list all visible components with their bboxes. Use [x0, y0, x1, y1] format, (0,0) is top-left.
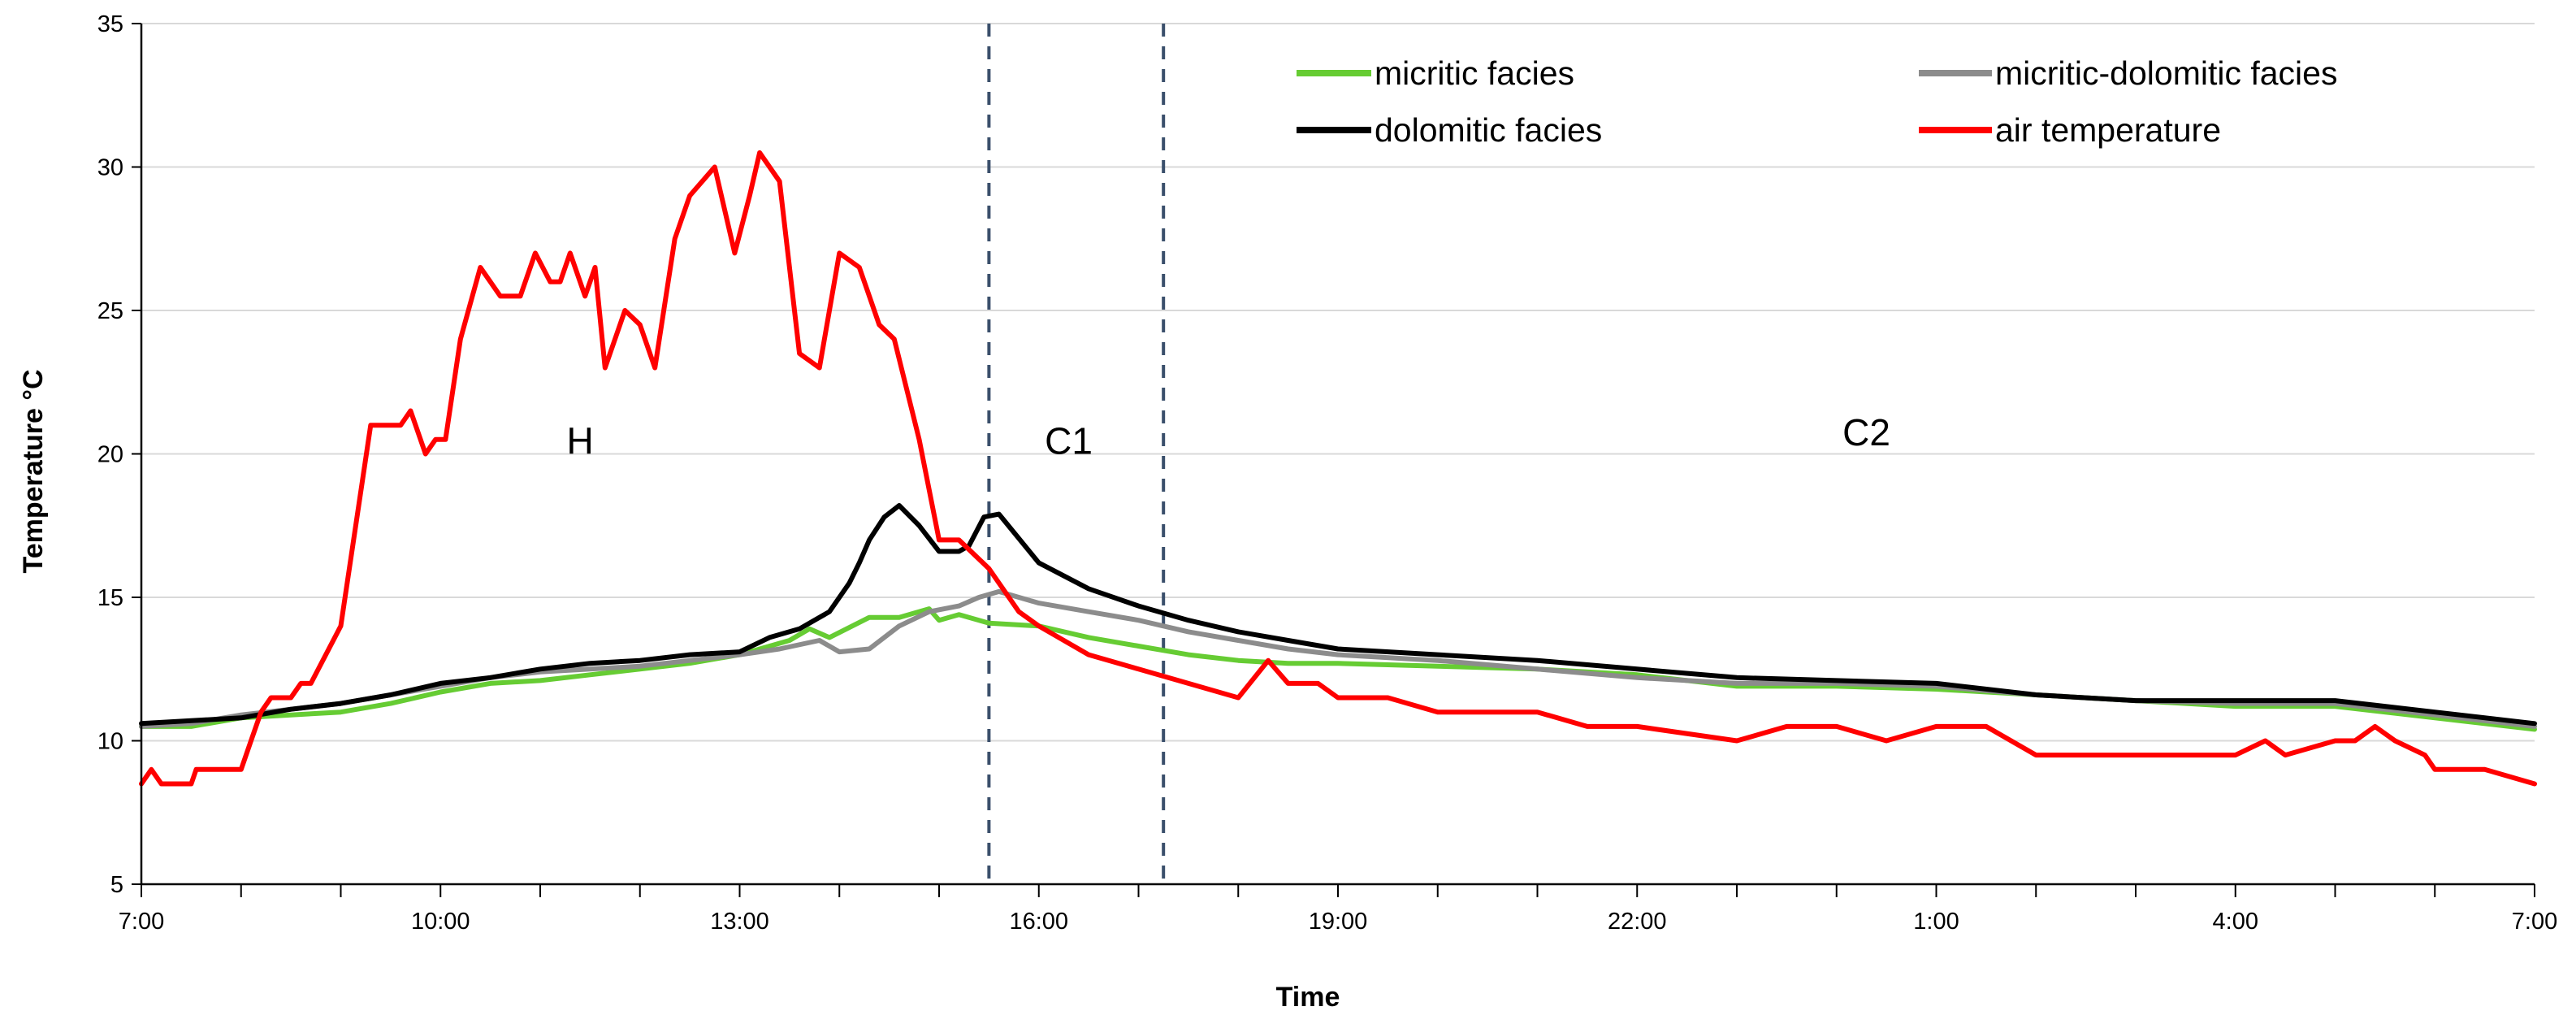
- legend-label-air: air temperature: [1995, 111, 2221, 149]
- grid-layer: [132, 23, 2535, 885]
- y-tick-label: 20: [97, 442, 123, 468]
- x-tick-label: 10:00: [411, 909, 470, 935]
- x-tick-label: 7:00: [119, 909, 164, 935]
- legend-label-micritic-dolomitic: micritic-dolomitic facies: [1995, 54, 2337, 92]
- x-tick-label: 13:00: [710, 909, 769, 935]
- series-line-micritic-dolomitic: [139, 588, 2537, 729]
- y-tick-label: 35: [97, 11, 123, 37]
- phase-label-h: H: [566, 420, 593, 462]
- x-tick-label: 22:00: [1608, 909, 1667, 935]
- series-line-air: [139, 150, 2537, 787]
- y-tick-label: 15: [97, 585, 123, 611]
- y-axis-title: Temperature °C: [18, 369, 49, 573]
- x-tick-label: 1:00: [1913, 909, 1959, 935]
- legend: micritic facies micritic-dolomitic facie…: [1297, 54, 2337, 149]
- phase-divider-lines: [987, 24, 1166, 884]
- legend-label-dolomitic: dolomitic facies: [1375, 111, 1602, 149]
- phase-label-c2: C2: [1842, 411, 1890, 453]
- y-tick-label: 5: [110, 872, 123, 898]
- x-tick-labels: 7:00 10:00 13:00 16:00 19:00 22:00 1:00 4:00 7:0…: [119, 909, 2557, 935]
- legend-label-micritic: micritic facies: [1375, 54, 1574, 92]
- x-axis-title: Time: [1276, 982, 1340, 1013]
- y-tick-label: 30: [97, 155, 123, 181]
- phase-label-c1: C1: [1045, 420, 1093, 462]
- series-line-dolomitic: [139, 503, 2537, 727]
- y-tick-labels: 5 10 15 20 25 30 35: [97, 11, 123, 898]
- x-tick-label: 7:00: [2512, 909, 2557, 935]
- x-tick-label: 4:00: [2213, 909, 2258, 935]
- x-tick-label: 19:00: [1309, 909, 1368, 935]
- axis-layer: [140, 24, 2535, 897]
- series-layer: [139, 150, 2537, 787]
- phase-annotations: H C1 C2: [566, 411, 1890, 462]
- series-line-micritic: [139, 606, 2537, 732]
- y-tick-label: 25: [97, 298, 123, 324]
- y-tick-label: 10: [97, 729, 123, 755]
- x-tick-label: 16:00: [1009, 909, 1068, 935]
